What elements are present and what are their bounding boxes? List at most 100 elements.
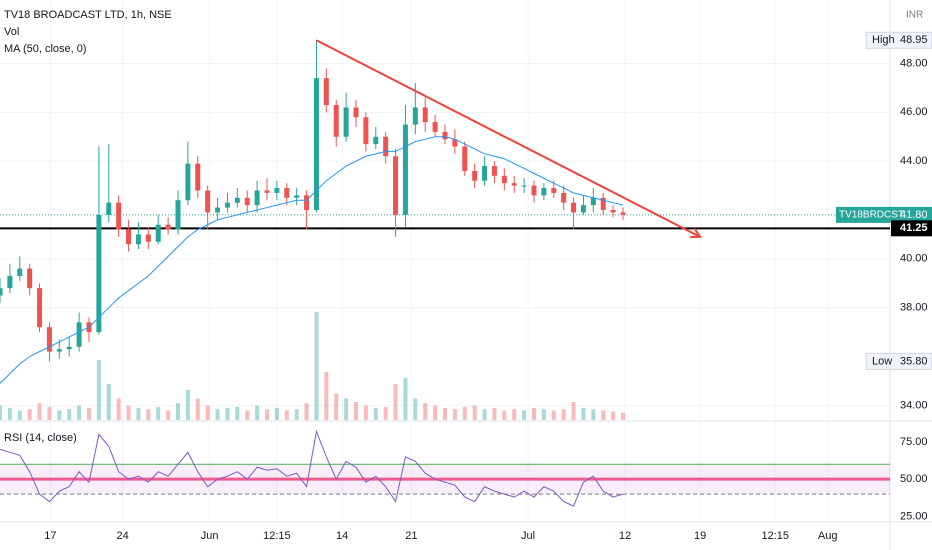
volume-bar (47, 406, 52, 420)
x-tick-label: 12 (619, 530, 631, 542)
volume-bar (245, 410, 250, 420)
volume-bar (354, 402, 358, 420)
symbol-label: TV18BRDCST (839, 210, 904, 221)
candle-body (531, 185, 537, 196)
candle-body (224, 202, 230, 208)
volume-bar (601, 410, 606, 420)
volume-bar (324, 372, 329, 420)
candle-body (106, 202, 112, 215)
candle-body (195, 163, 201, 191)
candle-body (126, 229, 132, 245)
candle-body (482, 166, 488, 181)
volume-title: Vol (4, 26, 19, 38)
volume-bar (156, 406, 161, 420)
x-tick-label: 19 (694, 530, 706, 542)
volume-bar (87, 408, 91, 420)
volume-bar (621, 412, 625, 420)
volume-bar (591, 409, 596, 420)
volume-bar (334, 393, 339, 420)
candle-body (590, 197, 596, 206)
candle-body (343, 107, 349, 137)
volume-bar (571, 402, 576, 420)
candle-body (472, 170, 478, 181)
candle-body (96, 214, 102, 333)
volume-bar (57, 410, 62, 420)
y-tick-label: 48.00 (900, 57, 928, 69)
candle-body (551, 188, 557, 193)
candle-body (432, 122, 438, 132)
x-tick-label: 12:15 (263, 530, 291, 542)
y-tick-label: 44.00 (900, 155, 928, 167)
candle-body (323, 78, 329, 105)
candle-body (215, 207, 221, 213)
x-tick-label: 14 (336, 530, 348, 542)
candle-body (383, 136, 389, 157)
volume-bar (235, 406, 240, 420)
candle-body (442, 131, 448, 140)
volume-bar (126, 405, 131, 420)
candle-body (452, 139, 458, 147)
ma-title: MA (50, close, 0) (4, 43, 87, 55)
volume-bar (512, 409, 517, 420)
volume-bar (561, 409, 566, 420)
candle-body (462, 146, 468, 171)
volume-bar (116, 398, 121, 420)
volume-bar (413, 398, 418, 420)
volume-bar (482, 409, 487, 420)
candle-body (145, 234, 151, 242)
volume-bar (383, 406, 388, 420)
volume-bar (403, 378, 408, 420)
candle-body (37, 288, 43, 328)
last-price-box (836, 206, 932, 223)
candle-body (333, 105, 339, 137)
x-tick-label: 21 (405, 530, 417, 542)
volume-bar (146, 409, 151, 420)
rsi-tick-label: 50.00 (900, 473, 928, 485)
marker-box (865, 352, 932, 370)
candle-body (620, 212, 626, 215)
candle-body (600, 197, 606, 210)
volume-bar (443, 408, 447, 420)
volume-bar (0, 405, 2, 420)
volume-bar (314, 312, 319, 420)
candle-body (254, 190, 260, 206)
volume-bar (185, 390, 190, 420)
support-box (891, 220, 932, 237)
marker-value: 48.95 (900, 34, 928, 46)
volume-bar (225, 408, 230, 420)
volume-bar (176, 403, 180, 420)
x-tick-label: Jun (201, 530, 219, 542)
volume-bar (304, 403, 309, 420)
y-tick-label: 38.00 (900, 302, 928, 314)
volume-bar (255, 405, 260, 420)
rsi-title: RSI (14, close) (4, 432, 77, 444)
x-tick-label: 17 (44, 530, 56, 542)
marker-box (865, 31, 932, 49)
volume-bar (462, 406, 467, 420)
candle-body (373, 136, 379, 145)
marker-name: Low (872, 355, 892, 367)
candle-body (294, 195, 300, 198)
candle-body (7, 275, 13, 289)
rsi-tick-label: 25.00 (900, 510, 928, 522)
volume-bar (541, 409, 546, 420)
volume-bar (522, 410, 527, 420)
candle-body (501, 175, 507, 184)
y-tick-label: 46.00 (900, 106, 928, 118)
x-tick-label: 24 (116, 530, 128, 542)
volume-bar (37, 403, 42, 420)
rsi-line (0, 429, 624, 507)
volume-bar (344, 398, 349, 420)
candle-body (402, 124, 408, 215)
candle-body (313, 78, 319, 211)
candle-body (234, 197, 240, 203)
candle-body (264, 190, 270, 193)
volume-bar (472, 405, 477, 420)
volume-bar (551, 410, 556, 420)
candle-body (580, 205, 586, 213)
candle-body (116, 202, 122, 230)
candle-body (412, 107, 418, 125)
volume-bar (77, 405, 82, 420)
